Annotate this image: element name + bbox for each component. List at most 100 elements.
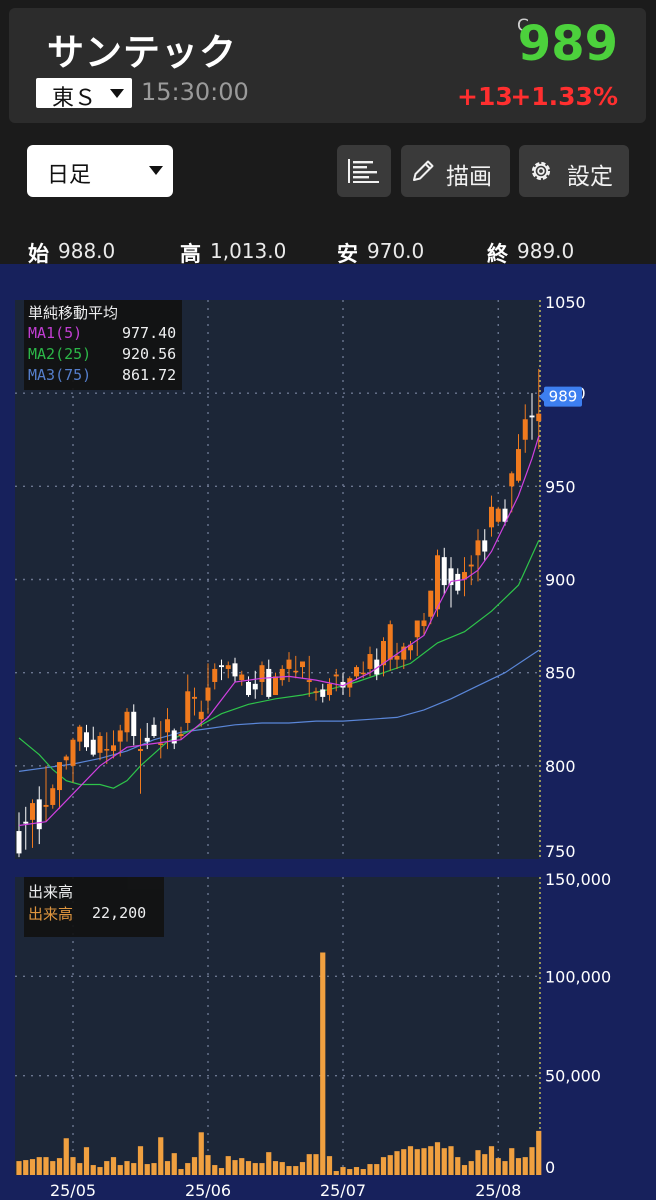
volume-bar (245, 1161, 252, 1175)
volume-bar (482, 1154, 488, 1175)
candle (212, 663, 218, 690)
volume-bar (158, 1137, 164, 1175)
volume-bar (340, 1167, 346, 1175)
candle (441, 547, 447, 595)
volume-bar (191, 1157, 198, 1175)
candle-body (144, 737, 150, 742)
date-tick-label: 25/07 (320, 1181, 366, 1200)
ma1-label: MA1(5) (28, 324, 83, 342)
ma3-value: 861.72 (122, 366, 177, 384)
ma2-line (18, 540, 540, 789)
candle-body (381, 640, 386, 666)
candle-body (414, 620, 420, 638)
candle (435, 549, 440, 617)
candle-body (441, 557, 447, 586)
candle-body (300, 661, 305, 668)
candle (178, 726, 184, 740)
candle (313, 687, 319, 701)
candle-body (401, 646, 407, 660)
volume-bar (43, 1157, 49, 1175)
candle-body (246, 681, 251, 696)
candle (482, 529, 488, 561)
candle (138, 728, 143, 794)
candle-body (489, 506, 494, 528)
volume-tick-label: 50,000 (545, 1067, 601, 1086)
volume-bar (414, 1149, 420, 1175)
volume-bar (117, 1165, 123, 1175)
candle-body (374, 659, 380, 675)
candle (455, 568, 461, 595)
settings-button[interactable]: 設定 (519, 145, 629, 197)
candle-body (529, 415, 535, 418)
candle (320, 683, 326, 703)
volume-bar (131, 1163, 137, 1175)
candle-body (333, 674, 339, 677)
open-value: 988.0 (58, 239, 116, 263)
candle (97, 732, 103, 761)
volume-bar (164, 1161, 171, 1175)
volume-bar (252, 1163, 258, 1175)
date-tick-label: 25/05 (50, 1181, 96, 1200)
volume-bar (522, 1157, 528, 1175)
volume-bar (448, 1146, 454, 1175)
volume-bar (380, 1157, 387, 1175)
volume-bar (367, 1164, 373, 1175)
high-value: 1,013.0 (210, 239, 287, 263)
ma2-value: 920.56 (122, 345, 177, 363)
stock-name: サンテック (47, 31, 237, 74)
candle-body (43, 804, 49, 807)
volume-bar (104, 1161, 110, 1175)
volume-bar (239, 1158, 245, 1175)
volume-bar (63, 1138, 69, 1175)
candle (367, 646, 373, 677)
candle (489, 495, 494, 537)
volume-bar (313, 1154, 319, 1175)
candle (266, 659, 272, 699)
candle (124, 708, 130, 742)
candle-body (394, 655, 400, 660)
candle (57, 762, 62, 809)
candle (165, 708, 170, 750)
candle (90, 726, 96, 757)
candle-body (320, 689, 326, 697)
candle (414, 620, 420, 656)
candle-body (387, 624, 393, 660)
market-select[interactable]: 東Ｓ (36, 78, 132, 111)
settings-label: 設定 (567, 164, 613, 190)
volume-bar (232, 1160, 238, 1175)
volume-bar (515, 1158, 522, 1175)
volume-bar (266, 1152, 272, 1175)
volume-bar (360, 1169, 366, 1175)
draw-button[interactable]: 描画 (401, 145, 510, 197)
volume-bar (259, 1163, 265, 1175)
candle (495, 506, 501, 524)
candle-body (428, 590, 434, 617)
candle (381, 637, 386, 677)
volume-bar (70, 1157, 76, 1175)
volume-bar (36, 1157, 42, 1175)
candle-body (192, 696, 197, 699)
volume-bar (16, 1161, 22, 1175)
candle (171, 728, 177, 750)
candle-body (448, 568, 454, 586)
candle (374, 648, 380, 681)
volume-bar (83, 1147, 90, 1175)
volume-bar (299, 1162, 306, 1175)
close-label: 終 (487, 242, 508, 266)
list-icon (348, 159, 379, 183)
indicator-list-button[interactable] (337, 145, 391, 197)
period-select[interactable]: 日足 (27, 145, 173, 197)
market-label: 東Ｓ (52, 86, 97, 111)
price-tick-label: 900 (545, 571, 576, 590)
candle-body (158, 743, 164, 745)
candle (300, 661, 305, 679)
volume-bar (293, 1166, 299, 1175)
candle-body (266, 668, 272, 697)
price-volume-chart[interactable]: 10501000950900850800750150,000100,00050,… (0, 264, 656, 1200)
gear-icon (531, 161, 551, 181)
chart-area[interactable]: 10501000950900850800750150,000100,00050,… (0, 264, 656, 1200)
volume-bar (90, 1165, 96, 1175)
volume-bar (374, 1164, 380, 1175)
candle-body (205, 687, 211, 701)
open-label: 始 (28, 242, 49, 266)
